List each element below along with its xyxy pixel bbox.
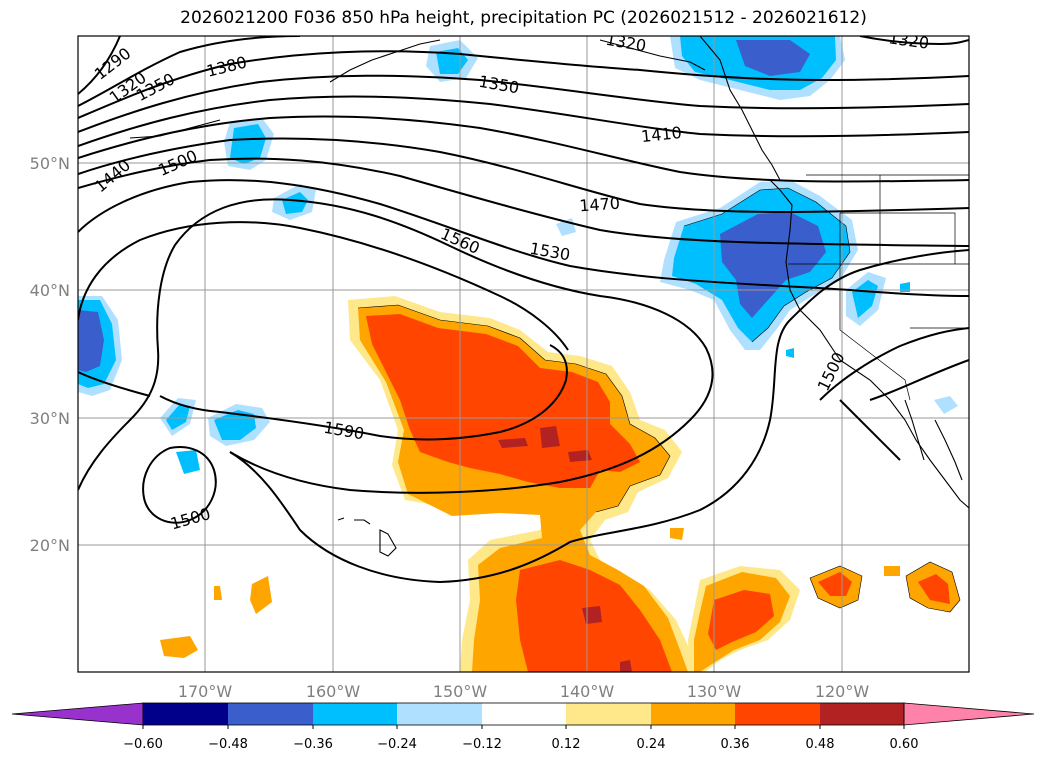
map-title: 2026021200 F036 850 hPa height, precipit… (180, 8, 867, 28)
colorbar-tick-label: −0.12 (462, 737, 502, 752)
colorbar-tick-label: −0.24 (377, 737, 417, 752)
lat-label-30n: 30°N (30, 409, 70, 428)
colorbar-tick-label: 0.24 (637, 737, 666, 752)
lon-label-150w: 150°W (433, 682, 488, 701)
colorbar-tick-label: −0.48 (208, 737, 248, 752)
lon-label-170w: 170°W (178, 682, 233, 701)
colorbar-segment (482, 703, 566, 725)
contour-label: 1470 (579, 194, 621, 216)
colorbar-tick-label: 0.12 (552, 737, 581, 752)
contour-label: 1410 (640, 123, 682, 146)
lon-label-120w: 120°W (815, 682, 870, 701)
height-contours (78, 36, 969, 584)
colorbar-tick-label: −0.60 (123, 737, 163, 752)
lat-label-40n: 40°N (30, 281, 70, 300)
lon-label-140w: 140°W (560, 682, 615, 701)
precip-fill-outlines (357, 187, 961, 613)
colorbar-tick-label: 0.36 (721, 737, 750, 752)
latitude-labels: 20°N 30°N 40°N 50°N (30, 154, 70, 555)
negative-precip-anomaly-fill (78, 36, 958, 474)
longitude-labels: 170°W 160°W 150°W 140°W 130°W 120°W (178, 682, 870, 701)
colorbar-segment (313, 703, 397, 725)
lon-label-160w: 160°W (306, 682, 361, 701)
lat-label-20n: 20°N (30, 536, 70, 555)
colorbar-outline (142, 702, 905, 726)
map-plot-area: 1290 1320 1350 1380 1440 1500 1350 1410 … (78, 28, 969, 672)
colorbar: −0.60 −0.48 −0.36 −0.24 −0.12 0.12 0.24 … (11, 702, 1035, 752)
colorbar-segment (651, 703, 735, 725)
contour-label: 1320 (887, 28, 930, 52)
colorbar-segment (397, 703, 482, 725)
colorbar-tick-label: 0.48 (806, 737, 835, 752)
colorbar-segment (228, 703, 313, 725)
map-gridlines (78, 36, 969, 672)
lon-label-130w: 130°W (687, 682, 742, 701)
colorbar-tick-label: 0.60 (890, 737, 919, 752)
lat-label-50n: 50°N (30, 154, 70, 173)
colorbar-segment (566, 703, 651, 725)
colorbar-segment (735, 703, 820, 725)
colorbar-extend-high (903, 702, 1035, 726)
colorbar-extend-low (11, 702, 144, 726)
positive-precip-anomaly-fill (160, 296, 960, 672)
colorbar-segment (143, 703, 228, 725)
colorbar-tick-label: −0.36 (293, 737, 333, 752)
colorbar-segment (820, 703, 904, 725)
map-frame (77, 35, 970, 673)
